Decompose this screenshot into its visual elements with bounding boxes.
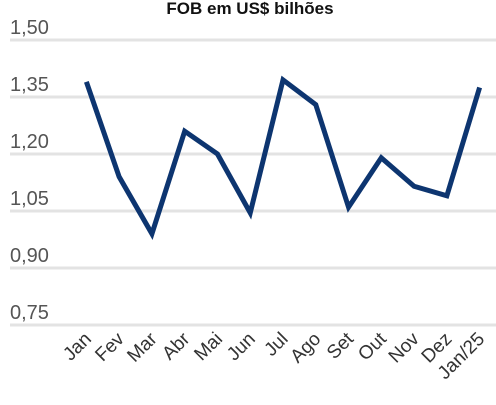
x-tick-label: Jun — [223, 329, 260, 366]
line — [84, 75, 483, 240]
x-tick-label: Out — [354, 328, 391, 365]
y-tick-label: 1,50 — [10, 17, 49, 39]
y-tick-label: 1,05 — [10, 188, 49, 210]
x-tick-label: Jul — [261, 329, 293, 361]
x-tick-label: Fev — [91, 328, 129, 366]
y-tick-label: 1,35 — [10, 74, 49, 96]
y-tick-label: 1,20 — [10, 131, 49, 153]
x-tick-label: Mar — [123, 328, 161, 366]
x-tick-label: Set — [323, 328, 359, 364]
x-tick-label: Abr — [158, 328, 194, 364]
x-tick-label: Nov — [385, 328, 424, 367]
y-tick-label: 0,90 — [10, 245, 49, 267]
x-tick-label: Mai — [190, 329, 227, 366]
x-tick-label: Ago — [287, 329, 326, 368]
x-tick-label: Jan — [59, 329, 96, 366]
chart-title: FOB em US$ bilhões — [166, 0, 333, 18]
y-tick-label: 0,75 — [10, 302, 49, 324]
